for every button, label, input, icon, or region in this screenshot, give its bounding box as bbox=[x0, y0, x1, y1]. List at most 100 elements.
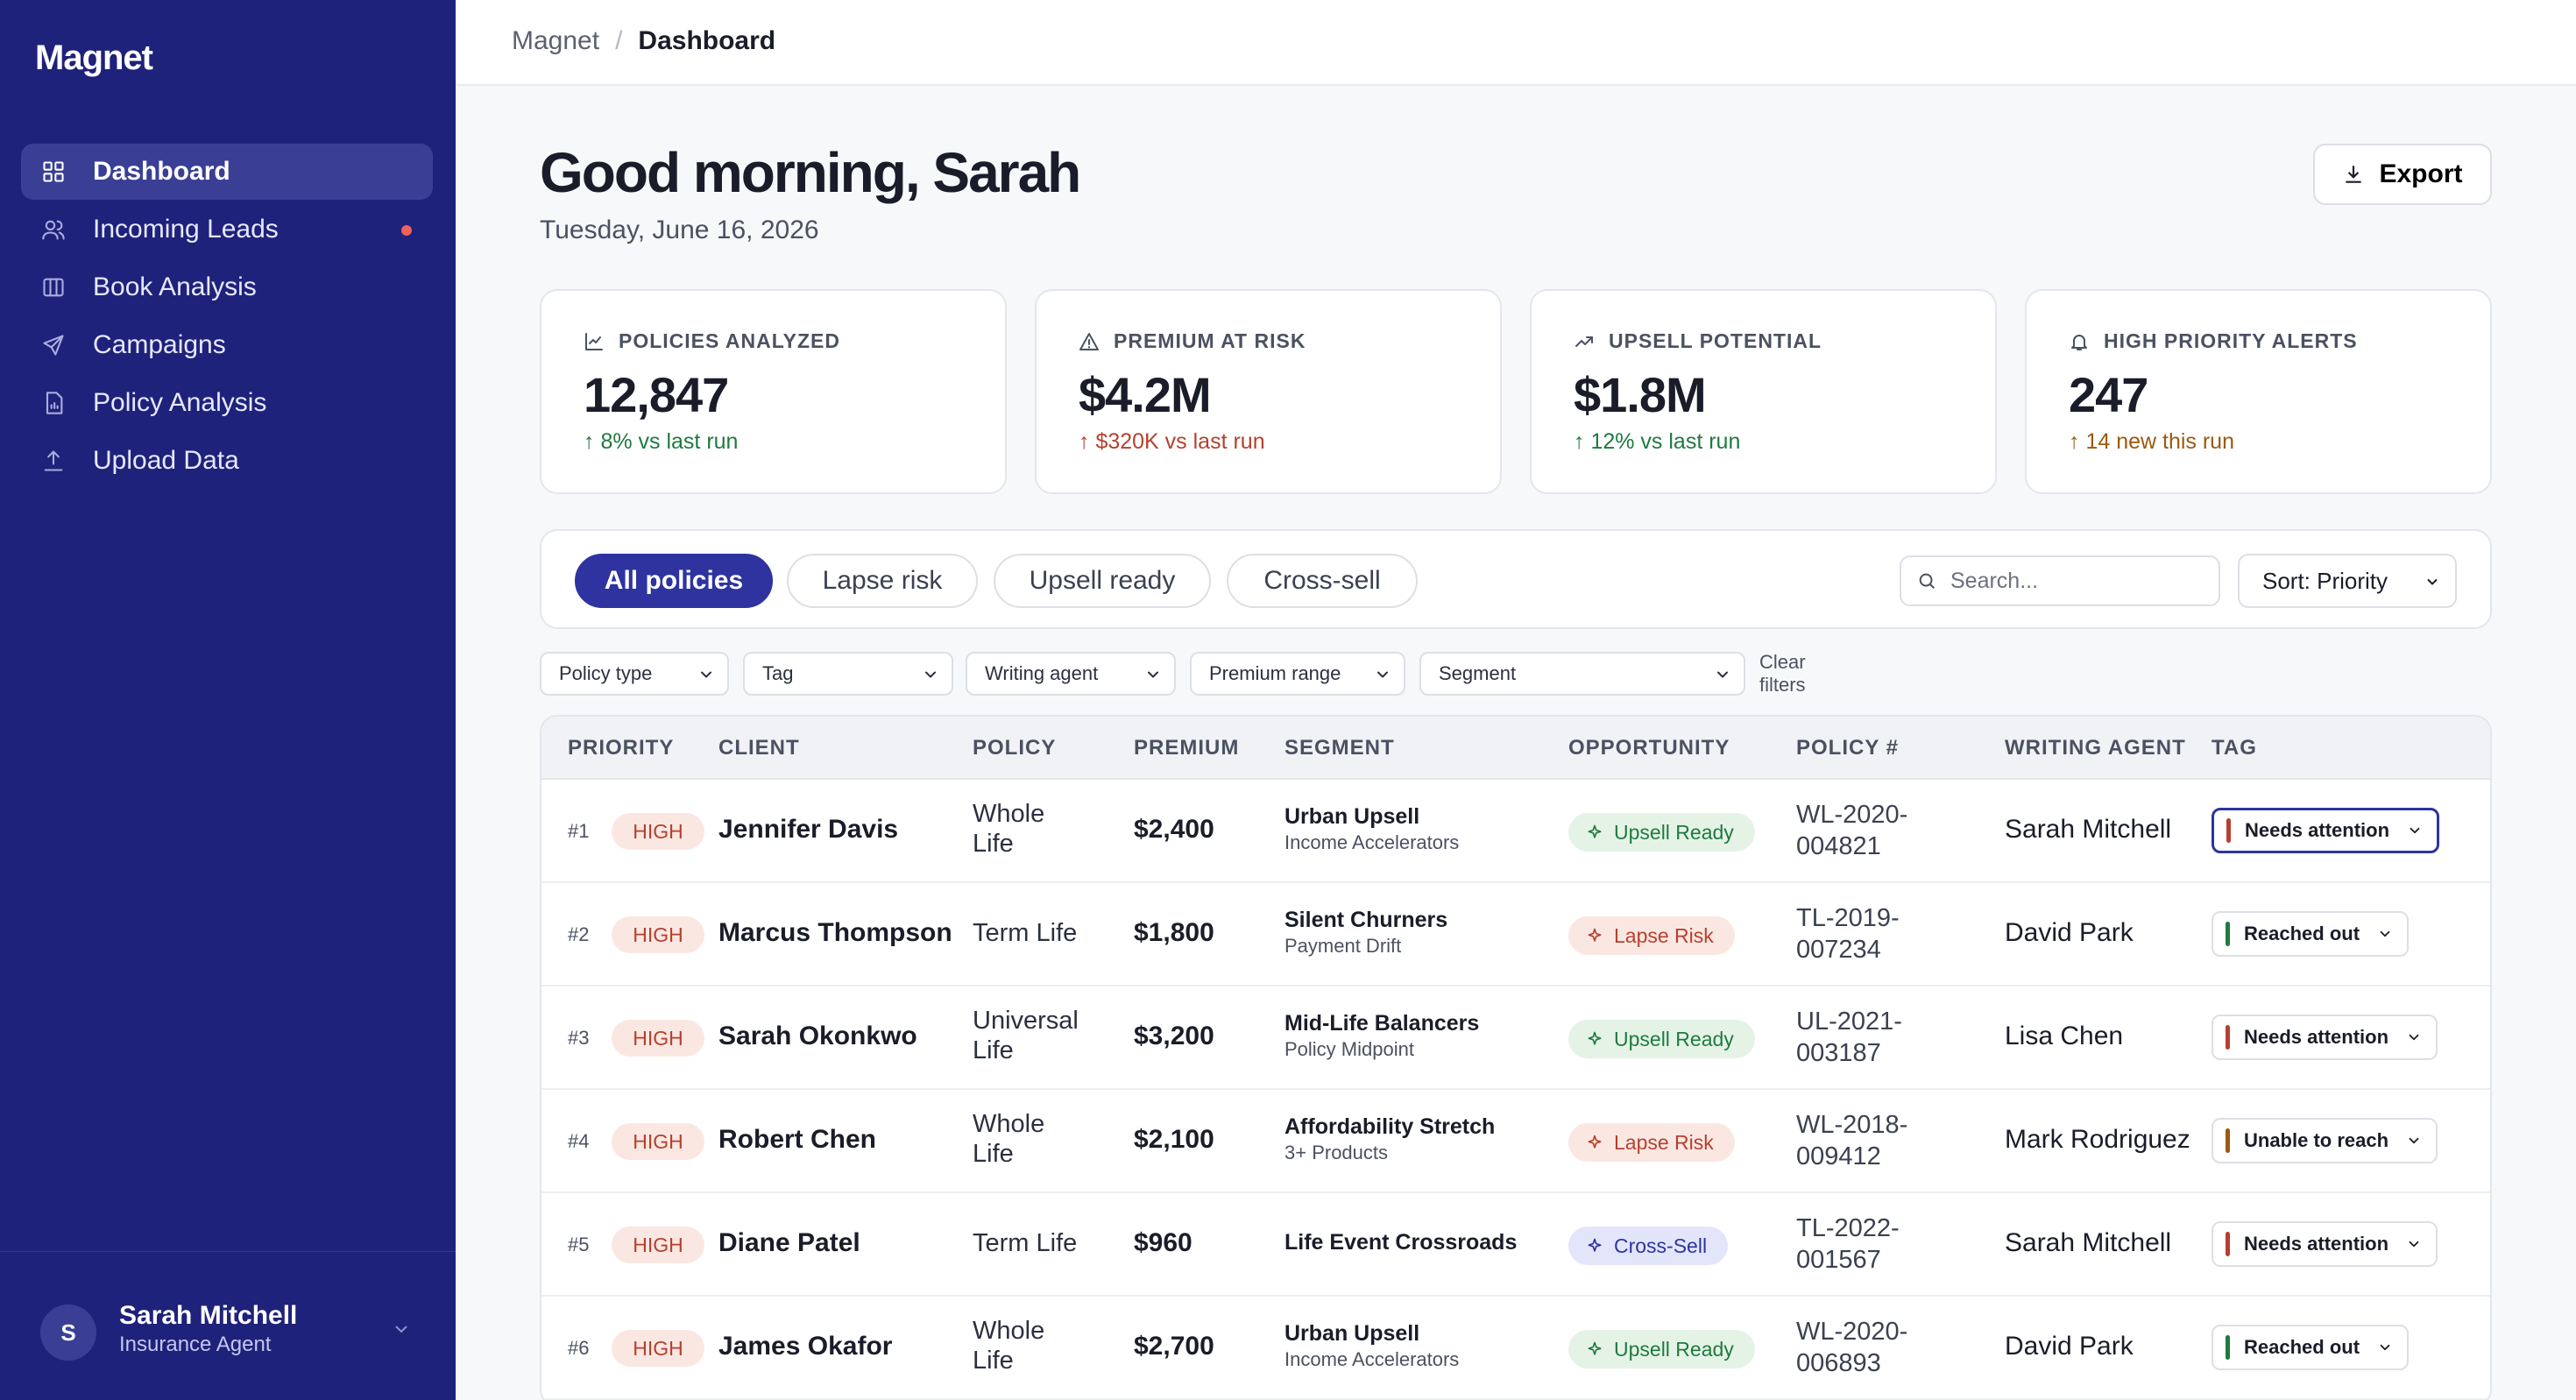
sparkle-icon bbox=[1588, 824, 1602, 838]
segment-name: Urban Upsell bbox=[1284, 804, 1420, 829]
topbar: Magnet / Dashboard bbox=[456, 0, 2576, 86]
stat-card: POLICIES ANALYZED 12,847 ↑ 8% vs last run bbox=[540, 289, 1007, 494]
segment: Silent Churners Payment Drift bbox=[1284, 908, 1447, 958]
tag-select[interactable]: Needs attention bbox=[2212, 1015, 2438, 1060]
breadcrumb: Magnet / Dashboard bbox=[512, 26, 775, 56]
client-name[interactable]: Robert Chen bbox=[718, 1125, 876, 1154]
filter-label: Tag bbox=[762, 662, 794, 684]
opportunity-badge: Lapse Risk bbox=[1568, 1123, 1735, 1162]
user-menu[interactable]: S Sarah Mitchell Insurance Agent bbox=[0, 1251, 456, 1400]
tab-all-policies[interactable]: All policies bbox=[575, 554, 773, 608]
policy-type-line: Term Life bbox=[973, 1229, 1078, 1257]
tab-upsell-ready[interactable]: Upsell ready bbox=[994, 554, 1211, 608]
sidebar-item-dashboard[interactable]: Dashboard bbox=[21, 144, 433, 200]
tab-cross-sell[interactable]: Cross-sell bbox=[1227, 554, 1418, 608]
stat-card-delta: ↑ 14 new this run bbox=[2069, 429, 2234, 454]
tag-select[interactable]: Needs attention bbox=[2212, 1221, 2438, 1267]
policy-number-line: 004821 bbox=[1796, 832, 1881, 860]
client-name[interactable]: Diane Patel bbox=[718, 1228, 860, 1257]
stat-card-label-text: HIGH PRIORITY ALERTS bbox=[2104, 329, 2358, 352]
tag-select[interactable]: Reached out bbox=[2212, 911, 2410, 957]
opportunity-badge: Lapse Risk bbox=[1568, 916, 1735, 955]
chevron-down-icon bbox=[1717, 671, 1728, 678]
stat-card-label: UPSELL POTENTIAL bbox=[1574, 329, 1822, 353]
table-row[interactable]: #5 HIGH Diane Patel Term Life $960 Life Event… bbox=[541, 1193, 2490, 1297]
column-header-tag[interactable]: TAG bbox=[2212, 736, 2257, 760]
policy-number-line: 003187 bbox=[1796, 1039, 1881, 1067]
sidebar-item-label: Book Analysis bbox=[93, 272, 257, 301]
priority-badge: HIGH bbox=[612, 813, 704, 850]
policy-number[interactable]: WL-2020- 006893 bbox=[1796, 1316, 1907, 1379]
filter-tag[interactable]: Tag bbox=[743, 652, 953, 696]
clear-filters-link[interactable]: Clear filters bbox=[1759, 651, 1806, 696]
writing-agent: Mark Rodriguez bbox=[2005, 1125, 2190, 1154]
table-row[interactable]: #3 HIGH Sarah Okonkwo Universal Life $3,200 Mi… bbox=[541, 986, 2490, 1090]
column-header-writing-agent[interactable]: WRITING AGENT bbox=[2005, 736, 2186, 760]
filter-writing-agent[interactable]: Writing agent bbox=[966, 652, 1176, 696]
policy-type: Universal Life bbox=[973, 1006, 1079, 1065]
policy-number[interactable]: WL-2020- 004821 bbox=[1796, 799, 1907, 862]
row-rank: #2 bbox=[568, 923, 590, 945]
bell-icon bbox=[2071, 334, 2087, 350]
tag-select[interactable]: Needs attention bbox=[2212, 808, 2440, 853]
stat-card-delta: ↑ 12% vs last run bbox=[1574, 429, 1741, 454]
policy-type-line: Whole bbox=[973, 800, 1045, 828]
table-row[interactable]: #4 HIGH Robert Chen Whole Life $2,100 Affordab… bbox=[541, 1090, 2490, 1193]
export-button[interactable]: Export bbox=[2313, 144, 2492, 205]
policy-number[interactable]: TL-2022- 001567 bbox=[1796, 1213, 1900, 1276]
tag-select[interactable]: Unable to reach bbox=[2212, 1118, 2438, 1163]
tab-lapse-risk[interactable]: Lapse risk bbox=[787, 554, 978, 608]
sparkle-icon bbox=[1588, 1238, 1602, 1252]
column-header-policy[interactable]: POLICY # bbox=[1796, 736, 1899, 760]
column-header-opportunity[interactable]: OPPORTUNITY bbox=[1568, 736, 1730, 760]
tag-color-bar bbox=[2226, 818, 2231, 843]
policy-number[interactable]: TL-2019- 007234 bbox=[1796, 902, 1900, 965]
opportunity-label: Upsell Ready bbox=[1614, 1027, 1734, 1050]
sidebar-item-policy-analysis[interactable]: Policy Analysis bbox=[21, 375, 433, 431]
opportunity-label: Lapse Risk bbox=[1614, 923, 1714, 947]
send-icon bbox=[43, 335, 64, 356]
sidebar-item-book-analysis[interactable]: Book Analysis bbox=[21, 259, 433, 315]
filter-premium-range[interactable]: Premium range bbox=[1190, 652, 1405, 696]
opportunity-label: Upsell Ready bbox=[1614, 820, 1734, 844]
table-row[interactable]: #2 HIGH Marcus Thompson Term Life $1,800 Sile… bbox=[541, 883, 2490, 986]
sidebar-item-incoming-leads[interactable]: Incoming Leads bbox=[21, 202, 433, 258]
client-name[interactable]: James Okafor bbox=[718, 1332, 893, 1361]
column-header-segment[interactable]: SEGMENT bbox=[1284, 736, 1395, 760]
sidebar-item-label: Incoming Leads bbox=[93, 215, 279, 244]
table-row[interactable]: #1 HIGH Jennifer Davis Whole Life $2,400 Urban… bbox=[541, 780, 2490, 883]
sidebar-item-upload-data[interactable]: Upload Data bbox=[21, 433, 433, 489]
breadcrumb-root[interactable]: Magnet bbox=[512, 26, 600, 55]
tag-select[interactable]: Reached out bbox=[2212, 1325, 2410, 1370]
segment-subtitle: 3+ Products bbox=[1284, 1142, 1389, 1163]
policy-type-line: Whole bbox=[973, 1110, 1045, 1138]
filter-segment[interactable]: Segment bbox=[1419, 652, 1745, 696]
stat-card-label: POLICIES ANALYZED bbox=[584, 329, 840, 353]
table-row[interactable]: #6 HIGH James Okafor Whole Life $2,700 Urban U… bbox=[541, 1297, 2490, 1400]
row-rank: #3 bbox=[568, 1027, 590, 1049]
client-name[interactable]: Sarah Okonkwo bbox=[718, 1022, 917, 1050]
segment-subtitle: Income Accelerators bbox=[1284, 1348, 1460, 1370]
column-header-priority[interactable]: PRIORITY bbox=[568, 736, 675, 760]
brand-logo[interactable]: Magnet bbox=[35, 39, 153, 77]
policy-number[interactable]: WL-2018- 009412 bbox=[1796, 1109, 1907, 1172]
chevron-down-icon[interactable] bbox=[391, 1319, 412, 1340]
page-title: Good morning, Sarah bbox=[540, 141, 1081, 204]
client-name[interactable]: Jennifer Davis bbox=[718, 815, 899, 844]
sidebar-item-campaigns[interactable]: Campaigns bbox=[21, 317, 433, 373]
stat-card-delta: ↑ $320K vs last run bbox=[1079, 429, 1265, 454]
policies-table: PRIORITY CLIENT POLICY PREMIUM SEGMENT OPPORT… bbox=[540, 715, 2492, 1400]
column-header-policy[interactable]: POLICY bbox=[973, 736, 1057, 760]
client-name[interactable]: Marcus Thompson bbox=[718, 918, 952, 947]
search-input[interactable]: Search... bbox=[1900, 555, 2220, 606]
sparkle-icon bbox=[1588, 1031, 1602, 1045]
column-header-client[interactable]: CLIENT bbox=[718, 736, 800, 760]
policy-number[interactable]: UL-2021- 003187 bbox=[1796, 1006, 1902, 1069]
chevron-down-icon bbox=[925, 671, 936, 678]
chevron-down-icon bbox=[1377, 671, 1388, 678]
chart-icon bbox=[585, 332, 603, 350]
sort-select[interactable]: Sort: Priority bbox=[2238, 554, 2457, 608]
sidebar: Magnet Dashboard Incoming Leads Book Analy… bbox=[0, 0, 456, 1400]
column-header-premium[interactable]: PREMIUM bbox=[1134, 736, 1240, 760]
filter-policy-type[interactable]: Policy type bbox=[540, 652, 729, 696]
